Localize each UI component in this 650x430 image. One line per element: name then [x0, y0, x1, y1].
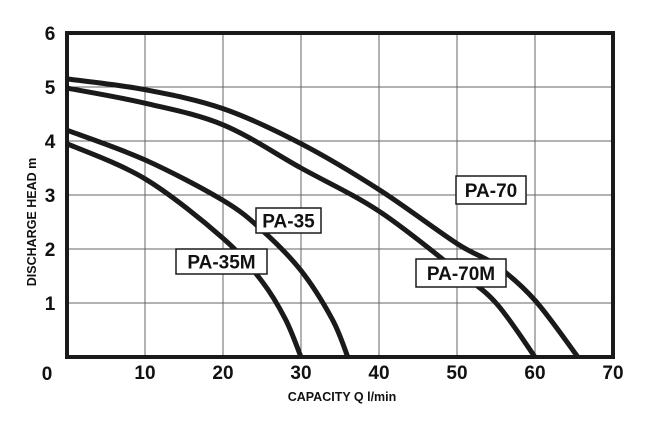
series-label: PA-70 — [465, 181, 517, 202]
x-tick-label: 40 — [368, 363, 389, 384]
y-tick-label: 2 — [45, 240, 56, 261]
tick-labels: 0 10 20 30 40 50 60 70 1 2 3 4 5 6 — [42, 24, 624, 385]
x-tick-label: 10 — [134, 363, 155, 384]
series-label: PA-35M — [187, 253, 255, 274]
x-tick-label: 30 — [290, 363, 311, 384]
x-tick-label: 50 — [446, 363, 467, 384]
grid — [67, 33, 613, 357]
label-box — [415, 258, 507, 288]
curve-pa-70 — [66, 76, 580, 359]
y-tick-label: 3 — [45, 186, 56, 207]
y-tick-label: 4 — [45, 132, 56, 153]
curve-pa-35 — [66, 127, 351, 358]
y-tick-label: 5 — [45, 78, 56, 99]
x-tick-label: 70 — [602, 363, 623, 384]
plot-frame — [65, 31, 615, 359]
label-pa-35: PA-35 — [255, 207, 322, 234]
y-axis-label: DISCHARGE HEAD m — [25, 158, 39, 287]
x-tick-label: 60 — [524, 363, 545, 384]
series-label: PA-35 — [262, 212, 315, 233]
label-pa-70: PA-70 — [455, 175, 527, 205]
y-tick-label: 6 — [45, 24, 56, 45]
label-pa-70m: PA-70M — [415, 258, 507, 288]
x-tick-label: 20 — [212, 363, 233, 384]
x-tick-label: 0 — [42, 364, 53, 385]
curves — [65, 76, 580, 359]
label-pa-35m: PA-35M — [175, 248, 268, 275]
series-labels: PA-35M PA-35 PA-70M PA-70 — [175, 175, 527, 288]
label-box — [175, 248, 268, 275]
label-box — [455, 175, 527, 205]
curve-pa-70m — [66, 85, 538, 359]
y-tick-label: 1 — [45, 294, 56, 315]
x-axis-label: CAPACITY Q l/min — [288, 390, 397, 404]
series-label: PA-70M — [427, 264, 495, 285]
label-box — [255, 207, 322, 234]
